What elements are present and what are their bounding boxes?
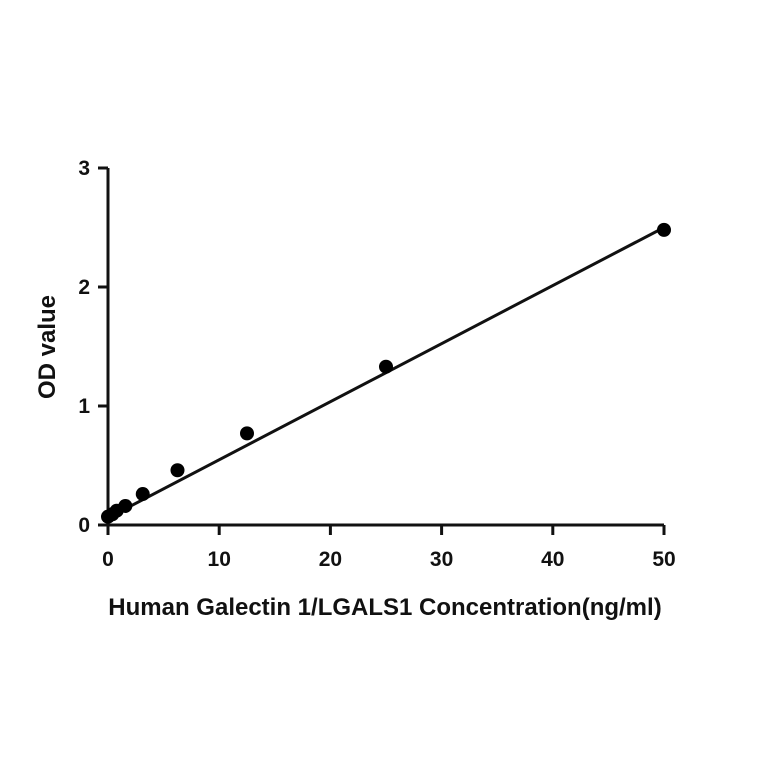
y-axis-title: OD value bbox=[34, 295, 61, 399]
y-tick-label: 3 bbox=[78, 157, 90, 180]
data-point bbox=[657, 222, 671, 237]
x-tick-label: 40 bbox=[541, 548, 564, 571]
x-axis-title: Human Galectin 1/LGALS1 Concentration(ng… bbox=[108, 594, 661, 621]
data-points bbox=[101, 222, 671, 524]
data-point bbox=[240, 426, 254, 441]
y-ticks: 0 1 2 3 bbox=[78, 157, 108, 537]
data-point bbox=[170, 463, 185, 478]
x-tick-label: 30 bbox=[430, 548, 453, 571]
x-tick-label: 0 bbox=[102, 548, 114, 571]
data-point bbox=[118, 498, 133, 513]
x-tick-label: 10 bbox=[208, 548, 231, 571]
y-tick-label: 0 bbox=[78, 514, 90, 537]
axes bbox=[106, 168, 664, 527]
x-tick-label: 50 bbox=[652, 548, 675, 571]
x-ticks: 0 10 20 30 40 50 bbox=[102, 525, 676, 571]
x-tick-label: 20 bbox=[319, 548, 342, 571]
data-point bbox=[135, 487, 150, 502]
data-point bbox=[379, 359, 393, 374]
y-tick-label: 1 bbox=[78, 395, 90, 418]
y-tick-label: 2 bbox=[78, 276, 90, 299]
